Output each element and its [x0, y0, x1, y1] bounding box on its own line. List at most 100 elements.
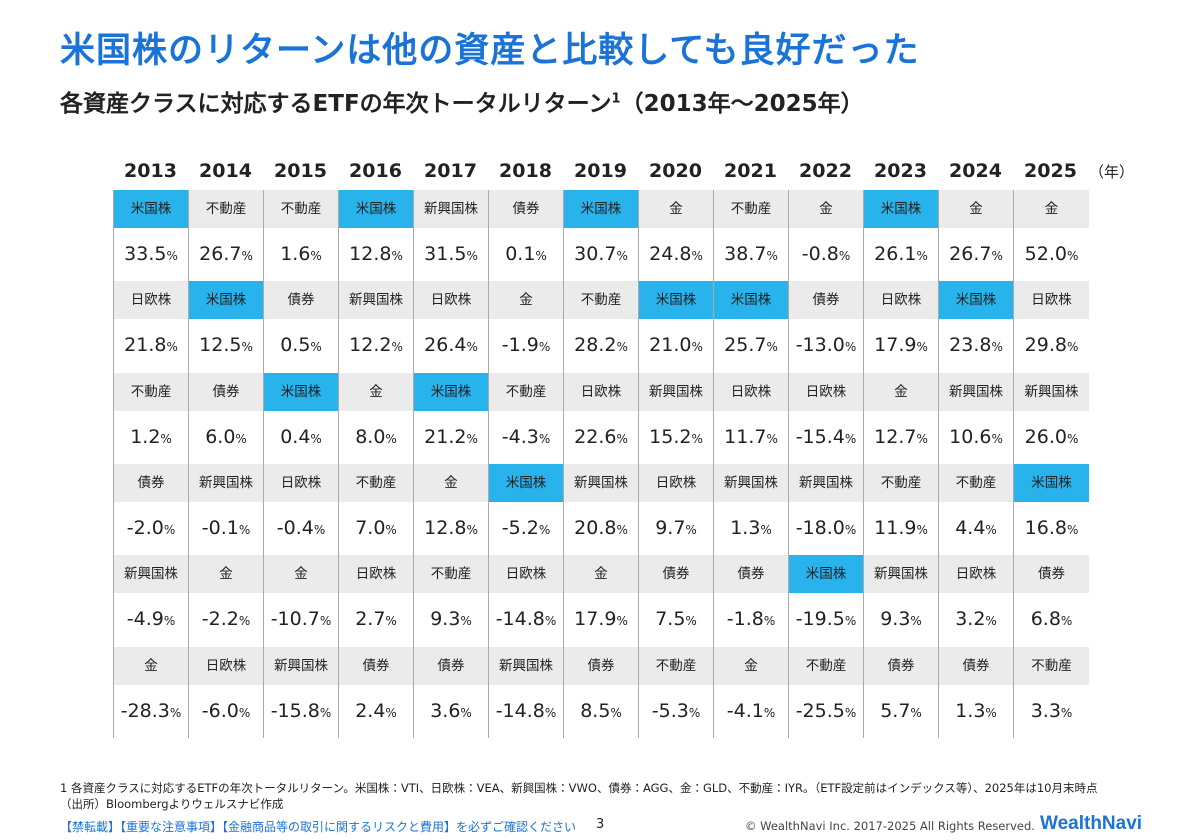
asset-cell: 金 — [639, 190, 714, 228]
year: 2018 — [499, 160, 552, 182]
return-cell: 24.8% — [639, 228, 714, 282]
asset-cell: 不動産 — [264, 190, 339, 228]
asset-cell: 金 — [189, 555, 264, 594]
asset-cell: 不動産 — [939, 464, 1014, 502]
asset-cell: 金 — [489, 281, 564, 320]
return-cell: -1.9% — [489, 319, 564, 373]
asset-cell: 新興国株 — [114, 555, 189, 594]
return-cell: 7.5% — [639, 593, 714, 647]
asset-cell: 債券 — [414, 646, 489, 685]
asset-cell: 債券 — [114, 464, 189, 502]
return-cell: -6.0% — [189, 684, 264, 738]
return-cell: 1.3% — [939, 684, 1014, 738]
year: 2014 — [199, 160, 252, 182]
asset-cell: 金 — [564, 555, 639, 594]
return-cell: 6.0% — [189, 410, 264, 464]
asset-cell: 債券 — [264, 281, 339, 320]
return-cell: -5.3% — [639, 684, 714, 738]
return-cell: -15.4% — [789, 410, 864, 464]
asset-cell: 新興国株 — [339, 281, 414, 320]
asset-cell: 不動産 — [714, 190, 789, 228]
return-cell: 12.5% — [189, 319, 264, 373]
return-cell: -4.9% — [114, 593, 189, 647]
asset-cell: 日欧株 — [489, 555, 564, 594]
asset-cell: 米国株 — [489, 464, 564, 502]
asset-cell: 不動産 — [564, 281, 639, 320]
return-cell: 5.7% — [864, 684, 939, 738]
return-cell: 9.3% — [414, 593, 489, 647]
copyright: © WealthNavi Inc. 2017-2025 All Rights R… — [745, 819, 1035, 833]
asset-cell: 債券 — [789, 281, 864, 320]
asset-cell: 日欧株 — [864, 281, 939, 320]
return-cell: -2.2% — [189, 593, 264, 647]
return-cell: 26.4% — [414, 319, 489, 373]
asset-cell: 日欧株 — [114, 281, 189, 320]
return-cell: -1.8% — [714, 593, 789, 647]
returns-table: 米国株 33.5% 日欧株 21.8% 不動産 1.2% 債券 -2.0% 新興国株 -4.9% 金… — [113, 190, 1089, 738]
return-cell: 52.0% — [1014, 228, 1089, 282]
asset-cell: 米国株 — [189, 281, 264, 320]
return-cell: -13.0% — [789, 319, 864, 373]
asset-cell: 債券 — [864, 646, 939, 685]
asset-cell: 日欧株 — [1014, 281, 1089, 320]
return-cell: 17.9% — [564, 593, 639, 647]
return-cell: 25.7% — [714, 319, 789, 373]
return-cell: 12.2% — [339, 319, 414, 373]
return-cell: -10.7% — [264, 593, 339, 647]
year: 2023 — [874, 160, 927, 182]
asset-cell: 不動産 — [114, 372, 189, 411]
return-cell: 6.8% — [1014, 593, 1089, 647]
return-cell: 26.1% — [864, 228, 939, 282]
asset-cell: 金 — [339, 372, 414, 411]
asset-cell: 不動産 — [339, 464, 414, 502]
footnote: （出所）Bloombergよりウェルスナビ作成 — [60, 797, 284, 811]
return-cell: -14.8% — [489, 684, 564, 738]
return-cell: 0.5% — [264, 319, 339, 373]
return-cell: 0.4% — [264, 410, 339, 464]
year: 2013 — [124, 160, 177, 182]
year: 2016 — [349, 160, 402, 182]
year: 2015 — [274, 160, 327, 182]
asset-cell: 新興国株 — [864, 555, 939, 594]
title: 米国株のリターンは他の資産と比較しても良好だった — [60, 31, 920, 71]
asset-cell: 新興国株 — [189, 464, 264, 502]
warning[interactable]: 【禁転載】【重要な注意事項】【金融商品等の取引に関するリスクと費用】を必ずご確認… — [60, 820, 577, 834]
return-cell: 4.4% — [939, 502, 1014, 556]
asset-cell: 金 — [264, 555, 339, 594]
asset-cell: 金 — [414, 464, 489, 502]
return-cell: -18.0% — [789, 502, 864, 556]
asset-cell: 米国株 — [789, 555, 864, 594]
year: 2025 — [1024, 160, 1077, 182]
page-number: 3 — [596, 817, 605, 832]
return-cell: -15.8% — [264, 684, 339, 738]
return-cell: 11.7% — [714, 410, 789, 464]
asset-cell: 新興国株 — [1014, 372, 1089, 411]
return-cell: 1.3% — [714, 502, 789, 556]
asset-cell: 日欧株 — [414, 281, 489, 320]
asset-cell: 新興国株 — [414, 190, 489, 228]
asset-cell: 新興国株 — [489, 646, 564, 685]
return-cell: -5.2% — [489, 502, 564, 556]
return-cell: 3.3% — [1014, 684, 1089, 738]
subtitle: 各資産クラスに対応するETFの年次トータルリターン1（2013年～2025年） — [60, 84, 864, 118]
asset-cell: 米国株 — [264, 372, 339, 411]
return-cell: 33.5% — [114, 228, 189, 282]
return-cell: 3.2% — [939, 593, 1014, 647]
year: 2024 — [949, 160, 1002, 182]
return-cell: 31.5% — [414, 228, 489, 282]
return-cell: -19.5% — [789, 593, 864, 647]
footnote: 1 各資産クラスに対応するETFの年次トータルリターン。米国株：VTI、日欧株：… — [60, 781, 1098, 795]
return-cell: 9.3% — [864, 593, 939, 647]
return-cell: 29.8% — [1014, 319, 1089, 373]
asset-cell: 債券 — [639, 555, 714, 594]
year: 2017 — [424, 160, 477, 182]
asset-cell: 日欧株 — [939, 555, 1014, 594]
return-cell: 7.0% — [339, 502, 414, 556]
asset-cell: 日欧株 — [264, 464, 339, 502]
logo: WealthNavi — [1040, 813, 1143, 834]
return-cell: 30.7% — [564, 228, 639, 282]
asset-cell: 債券 — [564, 646, 639, 685]
return-cell: -2.0% — [114, 502, 189, 556]
asset-cell: 新興国株 — [264, 646, 339, 685]
subtitle-range: （2013年～2025年） — [620, 91, 864, 117]
